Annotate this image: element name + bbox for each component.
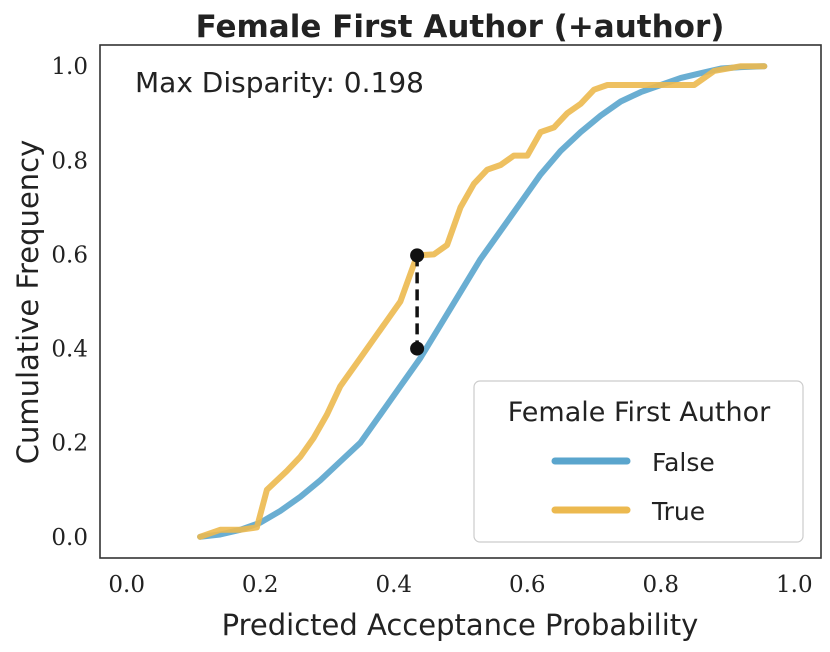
disparity-point-low xyxy=(410,341,425,356)
y-tick-label: 1.0 xyxy=(51,54,88,80)
max-disparity-annotation: Max Disparity: 0.198 xyxy=(135,66,424,99)
x-tick-label: 0.6 xyxy=(509,572,546,598)
y-tick-label: 0.2 xyxy=(51,431,88,457)
x-tick-label: 1.0 xyxy=(776,572,813,598)
x-tick-label: 0.8 xyxy=(642,572,679,598)
disparity-point-high xyxy=(410,248,425,263)
legend-label-false: False xyxy=(652,448,715,477)
legend-box xyxy=(473,380,804,543)
x-axis-label: Predicted Acceptance Probability xyxy=(222,608,699,642)
x-tick-label: 0.4 xyxy=(375,572,412,598)
x-tick-label: 0.0 xyxy=(108,572,145,598)
series-layer xyxy=(197,63,768,540)
legend: Female First Author False True xyxy=(473,380,804,543)
plot-frame xyxy=(99,44,822,559)
x-tick-labels: 0.0 0.2 0.4 0.6 0.8 1.0 xyxy=(108,572,812,598)
disparity-marker xyxy=(410,248,425,356)
y-tick-label: 0.0 xyxy=(51,525,88,551)
series-line-true xyxy=(197,63,768,540)
x-tick-label: 0.2 xyxy=(242,572,279,598)
y-tick-label: 0.8 xyxy=(51,148,88,174)
chart-title: Female First Author (+author) xyxy=(196,9,725,45)
legend-title: Female First Author xyxy=(508,397,771,428)
y-tick-label: 0.4 xyxy=(51,337,88,363)
legend-label-true: True xyxy=(651,497,705,526)
y-tick-label: 0.6 xyxy=(51,242,88,268)
y-axis-label: Cumulative Frequency xyxy=(11,140,45,465)
y-tick-labels: 0.0 0.2 0.4 0.6 0.8 1.0 xyxy=(51,54,88,551)
